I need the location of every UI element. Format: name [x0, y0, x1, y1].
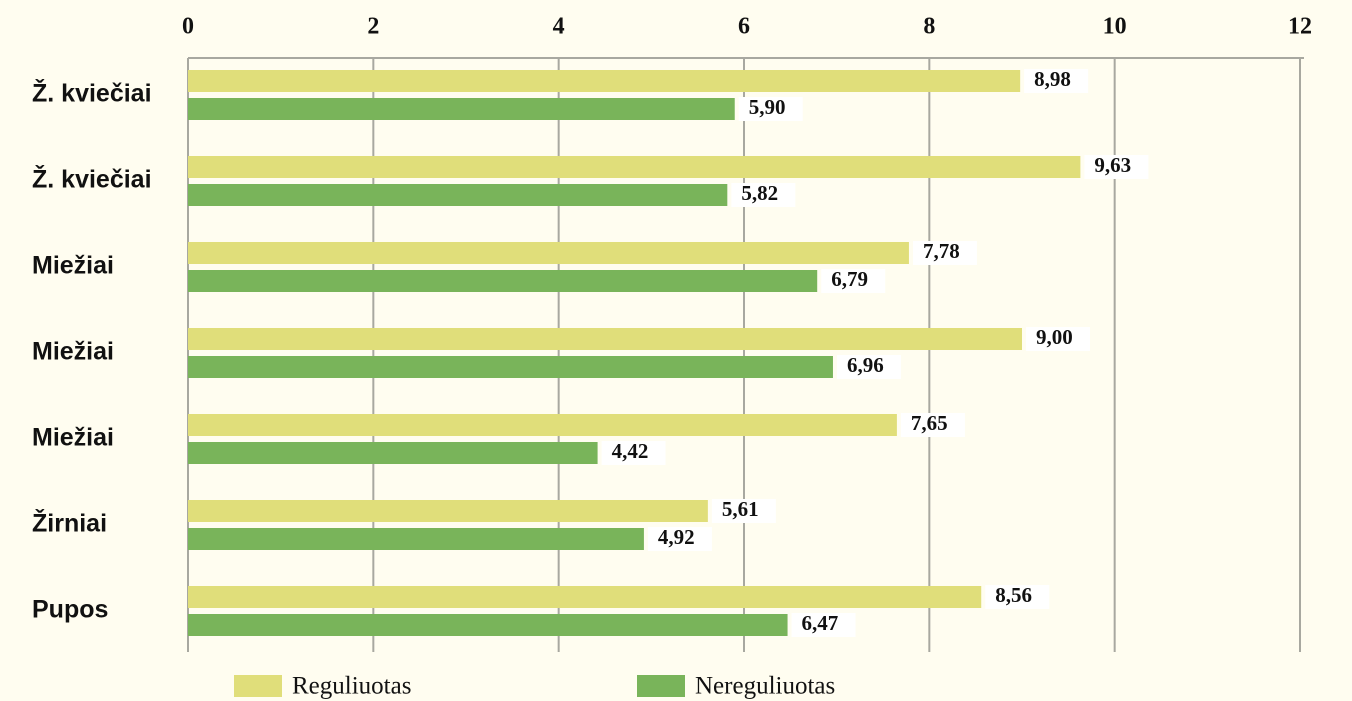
category-label: Ž. kviečiai [32, 164, 152, 194]
x-tick-label: 10 [1103, 14, 1127, 40]
value-label-bg [738, 97, 803, 121]
value-label: 5,61 [722, 497, 759, 521]
category-label: Miežiai [32, 252, 114, 280]
bar [188, 328, 1022, 350]
value-label: 6,96 [847, 353, 884, 377]
bar [188, 242, 909, 264]
bar [188, 528, 644, 550]
legend-label: Reguliuotas [292, 673, 411, 700]
bar [188, 270, 818, 292]
value-label-bg [900, 413, 965, 437]
value-label-bg [711, 499, 776, 523]
value-label-bg [985, 585, 1050, 609]
value-label: 6,79 [831, 267, 868, 291]
category-label: Pupos [32, 596, 108, 624]
bar [188, 614, 788, 636]
category-label: Miežiai [32, 424, 114, 452]
value-label-bg [836, 355, 901, 379]
bar [188, 500, 708, 522]
value-label-bg [1024, 69, 1089, 93]
value-label-bg [791, 613, 856, 637]
value-label: 9,00 [1036, 325, 1073, 349]
bar [188, 156, 1081, 178]
category-label: Ž. kviečiai [32, 78, 152, 108]
value-label: 5,90 [749, 95, 786, 119]
value-label: 8,98 [1034, 67, 1071, 91]
value-label-bg [821, 269, 886, 293]
x-tick-label: 6 [738, 14, 750, 40]
value-label-bg [647, 527, 712, 551]
category-label: Miežiai [32, 338, 114, 366]
value-label: 6,47 [802, 611, 839, 635]
legend-label: Nereguliuotas [695, 673, 835, 700]
value-label: 8,56 [995, 583, 1032, 607]
x-tick-label: 0 [182, 14, 194, 40]
legend-swatch [234, 675, 282, 697]
value-label: 4,92 [658, 525, 695, 549]
value-label: 7,78 [923, 239, 960, 263]
value-label: 7,65 [911, 411, 948, 435]
value-label-bg [912, 241, 977, 265]
value-label-bg [731, 183, 796, 207]
value-label: 4,42 [612, 439, 649, 463]
x-tick-label: 8 [923, 14, 935, 40]
bar [188, 184, 728, 206]
x-tick-label: 4 [553, 14, 565, 40]
value-label: 9,63 [1094, 153, 1131, 177]
x-tick-label: 12 [1288, 14, 1312, 40]
value-label-bg [1026, 327, 1090, 351]
bar [188, 70, 1021, 92]
category-label: Žirniai [32, 508, 107, 538]
legend-swatch [637, 675, 685, 697]
bar [188, 98, 735, 120]
x-tick-label: 2 [367, 14, 379, 40]
value-label-bg [601, 441, 666, 465]
bar [188, 356, 833, 378]
bar [188, 414, 897, 436]
bar [188, 586, 982, 608]
value-label: 5,82 [741, 181, 778, 205]
bar [188, 442, 598, 464]
value-label-bg [1084, 155, 1149, 179]
